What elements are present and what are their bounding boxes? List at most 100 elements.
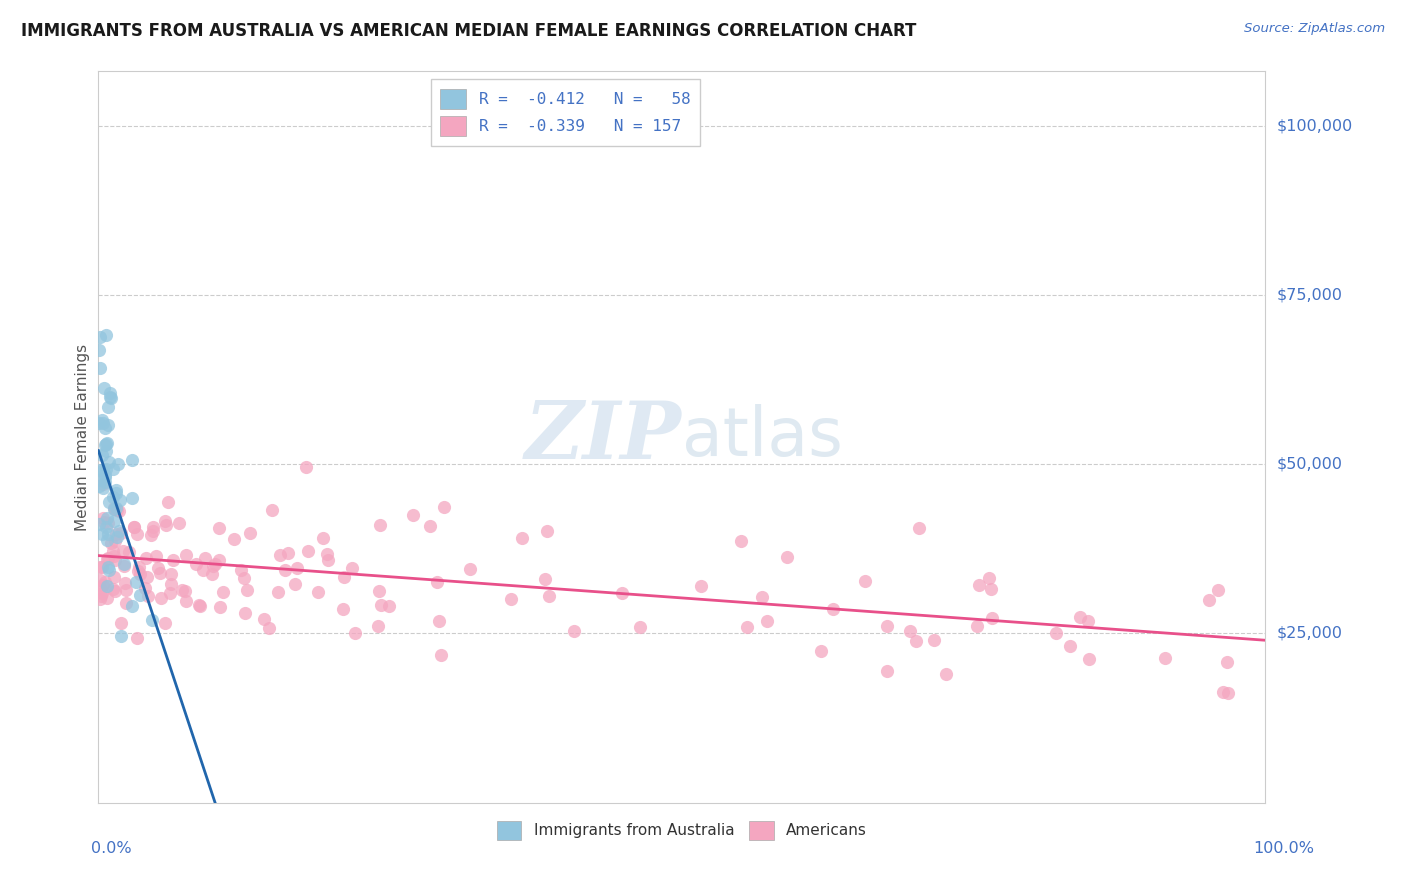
Point xyxy=(628,620,651,634)
Point xyxy=(89,582,111,596)
Point xyxy=(129,567,152,582)
Point xyxy=(118,545,141,559)
Text: atlas: atlas xyxy=(682,404,842,470)
Point xyxy=(821,602,844,616)
Point xyxy=(91,578,114,592)
Point xyxy=(96,510,118,524)
Point xyxy=(96,579,118,593)
Point xyxy=(898,624,921,639)
Point xyxy=(141,524,163,538)
Point xyxy=(89,589,111,603)
Point xyxy=(114,596,136,610)
Point xyxy=(979,571,1001,585)
Point xyxy=(89,360,111,375)
Point xyxy=(105,503,128,517)
Point xyxy=(239,525,262,540)
Point xyxy=(97,550,120,565)
Text: 100.0%: 100.0% xyxy=(1254,841,1315,856)
Point xyxy=(94,470,117,484)
Point xyxy=(186,558,208,572)
Point xyxy=(87,516,110,531)
Point xyxy=(980,582,1002,597)
Point xyxy=(1069,609,1091,624)
Text: ZIP: ZIP xyxy=(524,399,682,475)
Point xyxy=(402,508,425,522)
Point xyxy=(285,560,308,574)
Point xyxy=(173,583,195,598)
Point xyxy=(333,570,356,584)
Point xyxy=(980,611,1002,625)
Point xyxy=(105,483,128,497)
Point xyxy=(103,490,125,504)
Point xyxy=(104,526,127,541)
Point xyxy=(367,584,389,599)
Text: $25,000: $25,000 xyxy=(1277,626,1343,641)
Point xyxy=(907,521,929,535)
Point xyxy=(94,328,117,343)
Point xyxy=(160,567,183,582)
Point xyxy=(97,455,120,469)
Point xyxy=(853,574,876,588)
Point xyxy=(96,591,118,606)
Point xyxy=(751,590,773,604)
Point xyxy=(89,416,111,430)
Point xyxy=(224,533,246,547)
Point xyxy=(208,553,231,567)
Point xyxy=(1198,593,1220,607)
Point xyxy=(207,521,229,535)
Point xyxy=(312,531,335,545)
Point xyxy=(458,561,481,575)
Point xyxy=(96,552,118,566)
Text: Source: ZipAtlas.com: Source: ZipAtlas.com xyxy=(1244,22,1385,36)
Point xyxy=(295,459,318,474)
Point xyxy=(538,589,561,603)
Point xyxy=(94,467,117,482)
Point xyxy=(91,462,114,476)
Point xyxy=(367,619,389,633)
Point xyxy=(103,543,125,558)
Point xyxy=(91,586,114,600)
Point xyxy=(125,631,148,645)
Point xyxy=(370,598,392,612)
Point xyxy=(145,549,167,564)
Point xyxy=(112,557,135,571)
Point xyxy=(149,566,172,580)
Point xyxy=(97,400,120,414)
Point xyxy=(1077,652,1099,666)
Point xyxy=(107,458,129,472)
Point xyxy=(101,582,124,596)
Point xyxy=(141,613,163,627)
Point xyxy=(935,666,957,681)
Text: $100,000: $100,000 xyxy=(1277,118,1353,133)
Point xyxy=(94,574,117,589)
Point xyxy=(1216,655,1239,669)
Point xyxy=(211,585,233,599)
Point xyxy=(89,559,111,574)
Point xyxy=(91,448,114,462)
Point xyxy=(142,519,165,533)
Point xyxy=(188,599,211,613)
Text: $50,000: $50,000 xyxy=(1277,457,1343,472)
Point xyxy=(93,421,115,435)
Point xyxy=(876,619,898,633)
Point xyxy=(103,570,125,584)
Point xyxy=(141,528,163,542)
Point xyxy=(121,599,143,614)
Point xyxy=(262,502,284,516)
Point xyxy=(174,594,197,608)
Point xyxy=(93,380,115,394)
Point xyxy=(1059,639,1081,653)
Point xyxy=(94,438,117,452)
Point xyxy=(499,591,522,606)
Point xyxy=(776,550,799,565)
Point xyxy=(269,548,291,562)
Point xyxy=(135,570,157,584)
Point xyxy=(96,527,118,541)
Point xyxy=(94,475,117,489)
Point xyxy=(90,473,112,487)
Point xyxy=(104,583,127,598)
Point xyxy=(89,462,111,476)
Point xyxy=(277,545,299,559)
Point xyxy=(810,644,832,658)
Point xyxy=(110,526,132,541)
